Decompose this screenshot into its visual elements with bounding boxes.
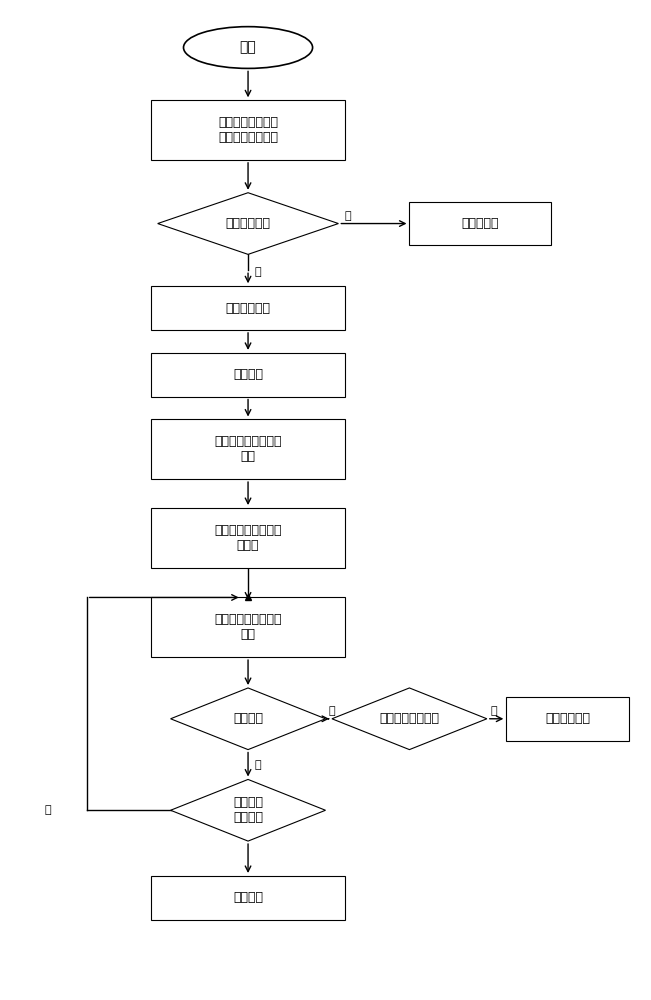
Text: 系统自动降级: 系统自动降级 — [545, 712, 590, 725]
Text: 输入训练编号或姓
名，系统进行查询: 输入训练编号或姓 名，系统进行查询 — [218, 116, 278, 144]
FancyBboxPatch shape — [151, 876, 345, 920]
Text: 是否连续
两次正确: 是否连续 两次正确 — [233, 796, 263, 824]
Text: 否: 否 — [329, 706, 335, 716]
Polygon shape — [171, 688, 326, 750]
Text: 系统出现对应级别训
练项目: 系统出现对应级别训 练项目 — [214, 524, 282, 552]
FancyBboxPatch shape — [506, 697, 629, 741]
FancyBboxPatch shape — [151, 100, 345, 160]
Text: 用户按要求选出正确
目标: 用户按要求选出正确 目标 — [214, 613, 282, 641]
Text: 是: 是 — [490, 706, 497, 716]
Text: 查找用户: 查找用户 — [233, 368, 263, 381]
Text: 是: 是 — [255, 760, 261, 770]
FancyBboxPatch shape — [151, 286, 345, 330]
Text: 自动升级: 自动升级 — [233, 891, 263, 904]
Text: 否: 否 — [345, 211, 352, 221]
Polygon shape — [158, 193, 339, 254]
Text: 点击开始训练: 点击开始训练 — [225, 302, 271, 315]
Text: 是否正确: 是否正确 — [233, 712, 263, 725]
FancyBboxPatch shape — [409, 202, 551, 245]
Text: 是否连续两次错误: 是否连续两次错误 — [380, 712, 439, 725]
Text: 开始: 开始 — [240, 41, 256, 55]
Text: 否: 否 — [45, 805, 51, 815]
FancyBboxPatch shape — [151, 597, 345, 657]
FancyBboxPatch shape — [151, 419, 345, 479]
Polygon shape — [171, 779, 326, 841]
Ellipse shape — [184, 27, 312, 68]
Text: 用户是否注册: 用户是否注册 — [225, 217, 271, 230]
Text: 是: 是 — [255, 267, 261, 277]
FancyBboxPatch shape — [151, 353, 345, 397]
FancyBboxPatch shape — [151, 508, 345, 568]
Text: 选择训练项目和难度
级别: 选择训练项目和难度 级别 — [214, 435, 282, 463]
Text: 为用户注册: 为用户注册 — [462, 217, 499, 230]
Polygon shape — [332, 688, 487, 750]
